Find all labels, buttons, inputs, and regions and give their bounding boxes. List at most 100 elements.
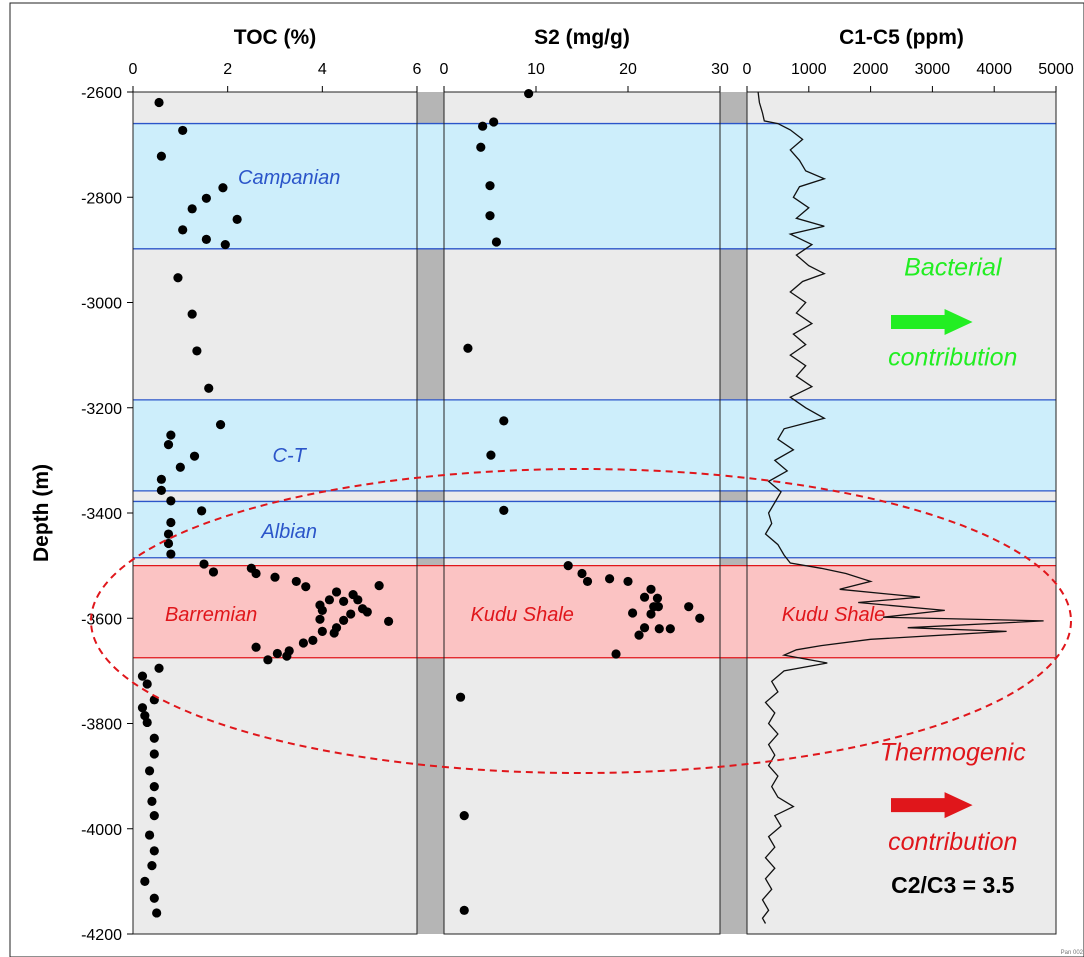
- x-tick-label: 30: [711, 61, 729, 78]
- data-point: [220, 240, 230, 250]
- data-point: [605, 574, 615, 584]
- data-point: [175, 462, 185, 472]
- data-point: [317, 605, 327, 615]
- interval-label: Kudu Shale: [782, 604, 885, 626]
- data-point: [199, 559, 209, 569]
- panel-data-3: Kudu Shale Bacterial contribution Thermogen…: [746, 91, 1057, 934]
- data-point: [251, 642, 261, 652]
- data-point: [147, 860, 157, 871]
- data-point: [187, 309, 197, 319]
- y-tick-label: -3800: [81, 717, 122, 734]
- data-point: [339, 596, 349, 607]
- ellipse-annotation: [90, 468, 1072, 774]
- panel-title: C1-C5 (ppm): [839, 26, 964, 49]
- data-point: [156, 474, 166, 484]
- data-point: [201, 234, 211, 244]
- panel-data-2: Kudu Shale: [443, 88, 721, 934]
- data-point: [173, 273, 183, 283]
- data-point: [317, 626, 327, 637]
- data-point: [628, 608, 638, 618]
- data-point: [137, 671, 148, 681]
- data-point: [315, 614, 325, 624]
- data-point: [178, 225, 188, 235]
- data-point: [215, 419, 226, 430]
- data-point: [142, 679, 152, 689]
- data-point: [192, 346, 202, 356]
- data-point: [147, 796, 157, 806]
- data-point: [646, 609, 656, 619]
- data-point: [695, 613, 705, 623]
- y-tick-label: -2800: [81, 190, 122, 207]
- data-point: [499, 505, 509, 515]
- data-point: [582, 576, 593, 587]
- annotation-text: contribution: [888, 344, 1017, 372]
- data-point: [563, 561, 573, 571]
- data-point: [485, 181, 495, 191]
- data-point: [331, 587, 342, 597]
- data-point: [654, 624, 664, 634]
- data-point: [166, 549, 176, 559]
- data-point: [152, 908, 162, 918]
- band-fill: [133, 123, 1056, 249]
- data-point: [646, 584, 656, 594]
- data-point: [137, 703, 148, 713]
- data-point: [499, 416, 509, 426]
- data-point: [166, 430, 176, 440]
- data-point: [459, 810, 469, 821]
- data-point: [374, 581, 384, 591]
- data-point: [204, 383, 214, 393]
- x-tick-label: 4: [318, 61, 327, 78]
- data-point: [308, 635, 318, 645]
- data-point: [324, 595, 335, 605]
- data-point: [201, 193, 211, 203]
- data-point: [218, 183, 228, 193]
- data-point: [166, 517, 176, 528]
- data-point: [623, 576, 633, 587]
- panel-title: S2 (mg/g): [534, 26, 630, 49]
- panel-title: TOC (%): [234, 26, 316, 49]
- data-point: [384, 616, 394, 627]
- data-point: [653, 602, 663, 612]
- y-tick-label: -3600: [81, 611, 122, 628]
- data-point: [346, 609, 356, 619]
- data-point: [463, 343, 473, 353]
- data-point: [144, 830, 155, 840]
- data-point: [208, 567, 219, 577]
- data-point: [166, 496, 176, 506]
- y-tick-label: -3200: [81, 401, 122, 418]
- annotation-text: Thermogenic: [880, 738, 1026, 766]
- y-tick-label: -4200: [81, 927, 122, 944]
- data-point: [149, 749, 159, 759]
- x-tick-label: 2000: [853, 61, 889, 78]
- footer-code: Pan 002: [1061, 950, 1084, 956]
- data-point: [491, 237, 502, 247]
- data-point: [251, 568, 261, 579]
- interval-label: C-T: [273, 445, 308, 467]
- x-tick-label: 20: [619, 61, 637, 78]
- data-point: [163, 538, 174, 549]
- data-point: [684, 602, 694, 612]
- data-point: [353, 595, 363, 605]
- band-fill: [133, 565, 1056, 658]
- data-point: [149, 846, 159, 856]
- data-point: [476, 142, 486, 152]
- x-tick-label: 4000: [976, 61, 1012, 78]
- data-point: [639, 623, 650, 633]
- data-point: [524, 88, 534, 99]
- data-point: [478, 121, 488, 131]
- data-point: [149, 733, 159, 743]
- data-point: [144, 766, 155, 776]
- data-point: [339, 615, 349, 625]
- interval-label: Kudu Shale: [470, 604, 573, 626]
- data-point: [149, 782, 159, 792]
- x-tick-label: 6: [413, 61, 422, 78]
- data-point: [178, 125, 188, 136]
- data-point: [486, 450, 496, 460]
- data-point: [154, 663, 164, 673]
- data-point: [156, 485, 166, 495]
- data-point: [459, 905, 469, 915]
- data-point: [187, 204, 197, 214]
- data-point: [455, 692, 466, 702]
- y-tick-label: -2600: [81, 85, 122, 102]
